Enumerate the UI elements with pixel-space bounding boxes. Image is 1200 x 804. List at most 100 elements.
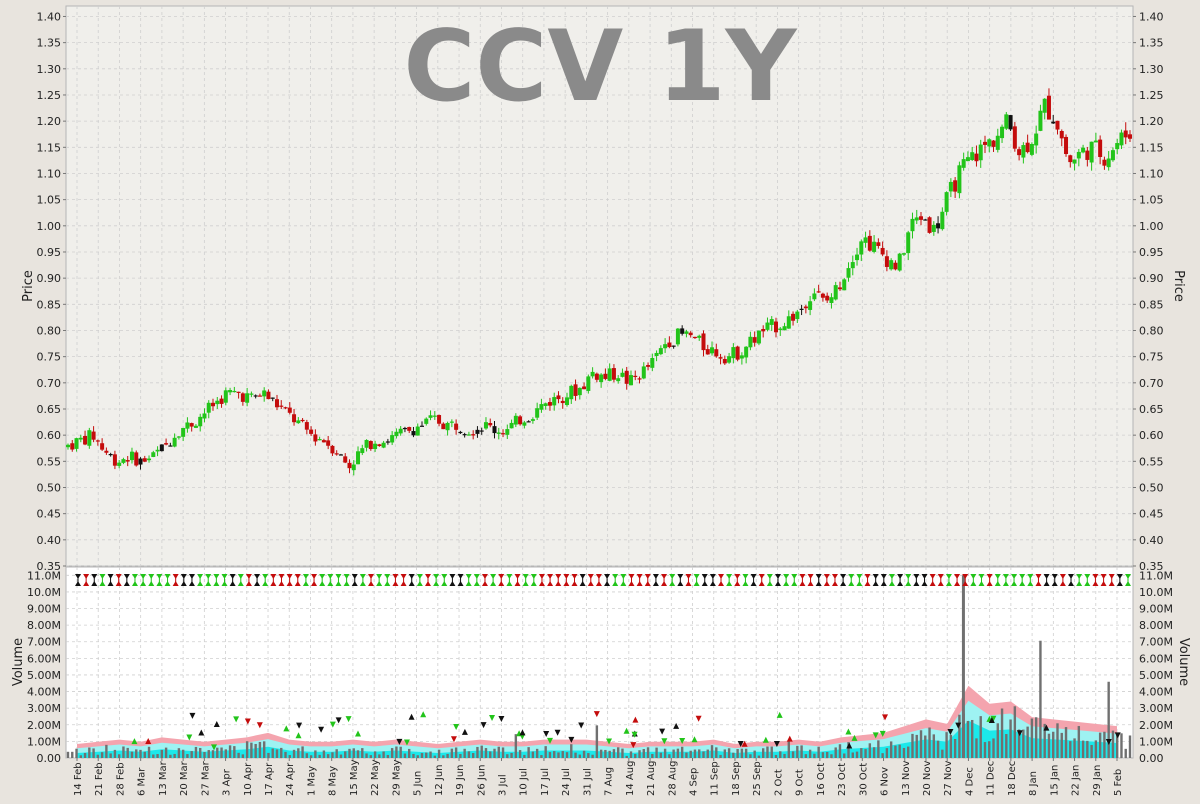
signal-marker-down [563,574,570,579]
volume-bar [143,751,146,758]
signal-marker-down [1084,574,1091,579]
signal-marker-down [807,574,814,579]
signal-marker-up [416,581,423,586]
signal-marker-up [188,581,195,586]
candle-body [897,253,902,271]
volume-bar [71,751,74,758]
volume-bar [540,755,543,758]
signal-marker-up [319,581,326,586]
volume-bar [1005,734,1008,758]
candle-body [134,452,139,466]
signal-marker-up [75,581,81,586]
signal-marker-down [311,574,318,579]
candle-body [786,316,791,329]
price-tick-label-left: 1.15 [37,141,62,154]
candle-body [714,349,719,357]
volume-bar [766,746,769,758]
price-panel: 0.35 0.35 0.40 0.40 0.45 0.45 0.50 0.50 0.55 0.55… [21,5,1186,573]
signal-marker-up [384,581,391,586]
volume-tick-label-left: 3.00M [27,702,61,715]
x-tick-label: 27 Mar [200,760,211,796]
signal-marker-up [595,581,602,586]
signal-marker-up [1108,581,1115,586]
volume-bar [1047,733,1051,758]
candle-body [262,390,267,397]
candle-body [424,418,429,424]
signal-marker-down [1027,574,1034,579]
volume-bar [582,750,586,758]
candle-body [518,416,523,425]
price-tick-label-left: 0.95 [37,246,62,259]
volume-bar [702,751,705,758]
candle-body [961,159,966,168]
signal-marker-down [555,574,562,579]
x-tick-label: 10 Jul [519,768,530,796]
candle-body [253,395,258,397]
volume-marker-down [879,730,886,737]
candle-body [940,211,945,230]
signal-marker-up [123,581,130,586]
volume-bar [382,751,385,758]
signal-marker-down [547,574,554,579]
candle-body [692,336,697,339]
volume-tick-label-left: 1.00M [27,735,61,748]
x-tick-label: 2 Oct [773,769,784,796]
candle-body [1000,126,1005,139]
signal-marker-down [368,574,375,579]
signal-marker-down [538,574,545,579]
candle-body [304,422,309,430]
volume-bar [975,738,978,758]
x-tick-label: 3 Apr [222,768,233,796]
volume-bar [254,743,257,758]
candle-body [159,444,164,452]
volume-bar [864,749,867,758]
signal-marker-down [978,574,985,579]
candle-body [1038,110,1043,131]
x-tick-label: 17 Apr [264,762,275,796]
signal-marker-down [994,574,1001,579]
candle-body [151,452,156,457]
candle-body [313,434,318,442]
signal-marker-up [986,581,993,586]
signal-marker-up [302,581,309,586]
candle-body [121,459,126,463]
volume-bar [988,741,991,758]
signal-marker-up [254,581,261,586]
signal-marker-up [677,581,684,586]
signal-marker-down [481,574,488,579]
candle-body [530,419,535,421]
candle-body [1004,114,1009,129]
candle-body [496,432,501,434]
volume-bar [591,754,594,758]
candle-body [488,423,493,426]
volume-bar [838,744,842,758]
volume-bar [275,749,279,758]
candle-body [78,437,83,440]
signal-marker-down [83,574,90,579]
signal-marker-up [1084,581,1091,586]
signal-marker-up [1035,581,1042,586]
x-tick-label: 16 Oct [816,763,827,796]
volume-bar [177,748,181,758]
candle-body [808,301,813,310]
volume-bar [851,752,854,758]
volume-marker-up [408,713,415,720]
candle-body [338,454,343,456]
volume-bar [335,749,338,758]
volume-bar [1013,706,1017,758]
signal-marker-down [1002,574,1009,579]
candle-body [1068,155,1073,163]
signal-marker-down [319,574,326,579]
candle-body [936,223,941,229]
candle-body [198,416,203,427]
signal-marker-down [1092,574,1099,579]
signal-marker-down [571,574,578,579]
volume-bar [190,751,193,758]
candle-body [449,421,454,423]
volume-bar [130,751,134,758]
x-tick-label: 15 Jan [1049,765,1060,796]
volume-marker-up [691,736,698,743]
x-tick-label: 14 Aug [625,761,636,796]
candle-body [923,219,928,221]
